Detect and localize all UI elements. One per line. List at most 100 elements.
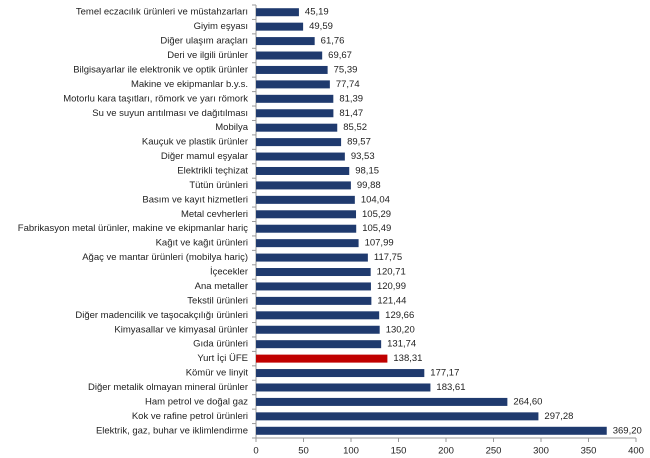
bar: [256, 166, 350, 175]
bar: [256, 181, 351, 190]
y-tick-label: Tekstil ürünleri: [187, 295, 248, 306]
y-tick-label: Giyim eşyası: [194, 21, 248, 32]
y-tick-label: Ağaç ve mantar ürünleri (mobilya hariç): [82, 252, 248, 263]
value-label: 129,66: [385, 310, 414, 321]
y-tick-label: Elektrikli teçhizat: [177, 165, 248, 176]
y-tick-label: Deri ve ilgili ürünler: [167, 50, 248, 61]
y-tick-label: Kauçuk ve plastik ürünler: [142, 137, 248, 148]
bar: [256, 65, 328, 74]
bar: [256, 123, 338, 132]
value-label: 117,75: [374, 252, 402, 263]
y-tick-label: Fabrikasyon metal ürünler, makine ve eki…: [18, 223, 248, 234]
bar: [256, 239, 359, 248]
y-tick-label: Gıda ürünleri: [193, 339, 248, 350]
value-label: 105,49: [362, 223, 391, 234]
y-tick-label: Su ve suyun arıtılması ve dağıtılması: [92, 108, 248, 119]
y-tick-label: Kağıt ve kağıt ürünleri: [156, 238, 248, 249]
value-label: 107,99: [365, 238, 394, 249]
bar: [256, 397, 508, 406]
value-label: 81,47: [339, 108, 363, 119]
value-label: 93,53: [351, 151, 375, 162]
bar: [256, 80, 330, 89]
bar: [256, 51, 323, 60]
value-label: 130,20: [386, 324, 415, 335]
bar: [256, 152, 345, 161]
value-label: 81,39: [339, 93, 363, 104]
x-tick-label: 0: [253, 446, 258, 457]
value-label: 177,17: [430, 368, 459, 379]
y-tick-label: İçecekler: [210, 267, 248, 278]
x-tick-label: 250: [486, 446, 502, 457]
value-label: 61,76: [321, 36, 345, 47]
y-tick-label: Temel eczacılık ürünleri ve müstahzarlar…: [76, 7, 248, 18]
value-label: 99,88: [357, 180, 381, 191]
y-tick-label: Ana metaller: [195, 281, 248, 292]
value-label: 120,71: [377, 267, 406, 278]
y-tick-label: Basım ve kayıt hizmetleri: [142, 194, 248, 205]
bar: [256, 210, 357, 219]
value-label: 183,61: [436, 382, 465, 393]
y-tick-label: Diğer madencilik ve taşocakçılığı ürünle…: [75, 310, 248, 321]
value-label: 264,60: [513, 396, 542, 407]
x-tick-label: 400: [628, 446, 644, 457]
value-label: 369,20: [613, 425, 642, 436]
y-tick-label: Metal cevherleri: [181, 209, 248, 220]
y-tick-label: Elektrik, gaz, buhar ve iklimlendirme: [96, 425, 248, 436]
y-tick-label: Diğer metalik olmayan mineral ürünler: [88, 382, 248, 393]
value-label: 75,39: [334, 64, 358, 75]
bar: [256, 195, 355, 204]
y-tick-label: Diğer ulaşım araçları: [160, 36, 248, 47]
y-tick-label: Ham petrol ve doğal gaz: [145, 396, 248, 407]
bar: [256, 325, 380, 334]
y-tick-label: Motorlu kara taşıtları, römork ve yarı r…: [63, 93, 248, 104]
x-tick-label: 200: [438, 446, 454, 457]
bar: [256, 224, 357, 233]
bar: [256, 426, 607, 435]
value-label: 105,29: [362, 209, 391, 220]
value-label: 49,59: [309, 21, 333, 32]
y-tick-label: Tütün ürünleri: [189, 180, 248, 191]
bar: [256, 282, 371, 291]
x-tick-label: 300: [533, 446, 549, 457]
bar: [256, 22, 304, 31]
y-tick-label: Yurt İçi ÜFE: [197, 353, 248, 364]
bar: [256, 369, 425, 378]
y-tick-label: Makine ve ekipmanlar b.y.s.: [131, 79, 248, 90]
value-label: 131,74: [387, 339, 416, 350]
value-label: 104,04: [361, 194, 390, 205]
bar: [256, 383, 431, 392]
y-tick-label: Bilgisayarlar ile elektronik ve optik ür…: [73, 64, 248, 75]
y-tick-label: Mobilya: [215, 122, 248, 133]
y-tick-label: Kimyasallar ve kimyasal ürünler: [114, 324, 248, 335]
bar: [256, 253, 368, 262]
value-label: 120,99: [377, 281, 406, 292]
value-label: 138,31: [393, 353, 422, 364]
bar: [256, 268, 371, 277]
bar: [256, 354, 388, 363]
bar: [256, 412, 539, 421]
value-label: 45,19: [305, 7, 329, 18]
value-label: 77,74: [336, 79, 360, 90]
value-label: 89,57: [347, 137, 371, 148]
bar: [256, 37, 315, 46]
y-tick-label: Kok ve rafine petrol ürünleri: [132, 411, 248, 422]
value-label: 69,67: [328, 50, 352, 61]
bar: [256, 138, 342, 147]
y-tick-label: Kömür ve linyit: [186, 368, 249, 379]
x-tick-label: 50: [298, 446, 309, 457]
x-tick-label: 150: [391, 446, 407, 457]
y-tick-label: Diğer mamul eşyalar: [161, 151, 248, 162]
bar: [256, 311, 380, 320]
bar: [256, 8, 299, 17]
bar: [256, 94, 334, 103]
value-label: 121,44: [377, 295, 406, 306]
value-label: 297,28: [544, 411, 573, 422]
bar: [256, 109, 334, 118]
value-label: 85,52: [343, 122, 367, 133]
x-tick-label: 350: [581, 446, 597, 457]
x-tick-label: 100: [343, 446, 359, 457]
value-label: 98,15: [355, 165, 379, 176]
bar: [256, 340, 382, 349]
bar: [256, 296, 372, 305]
